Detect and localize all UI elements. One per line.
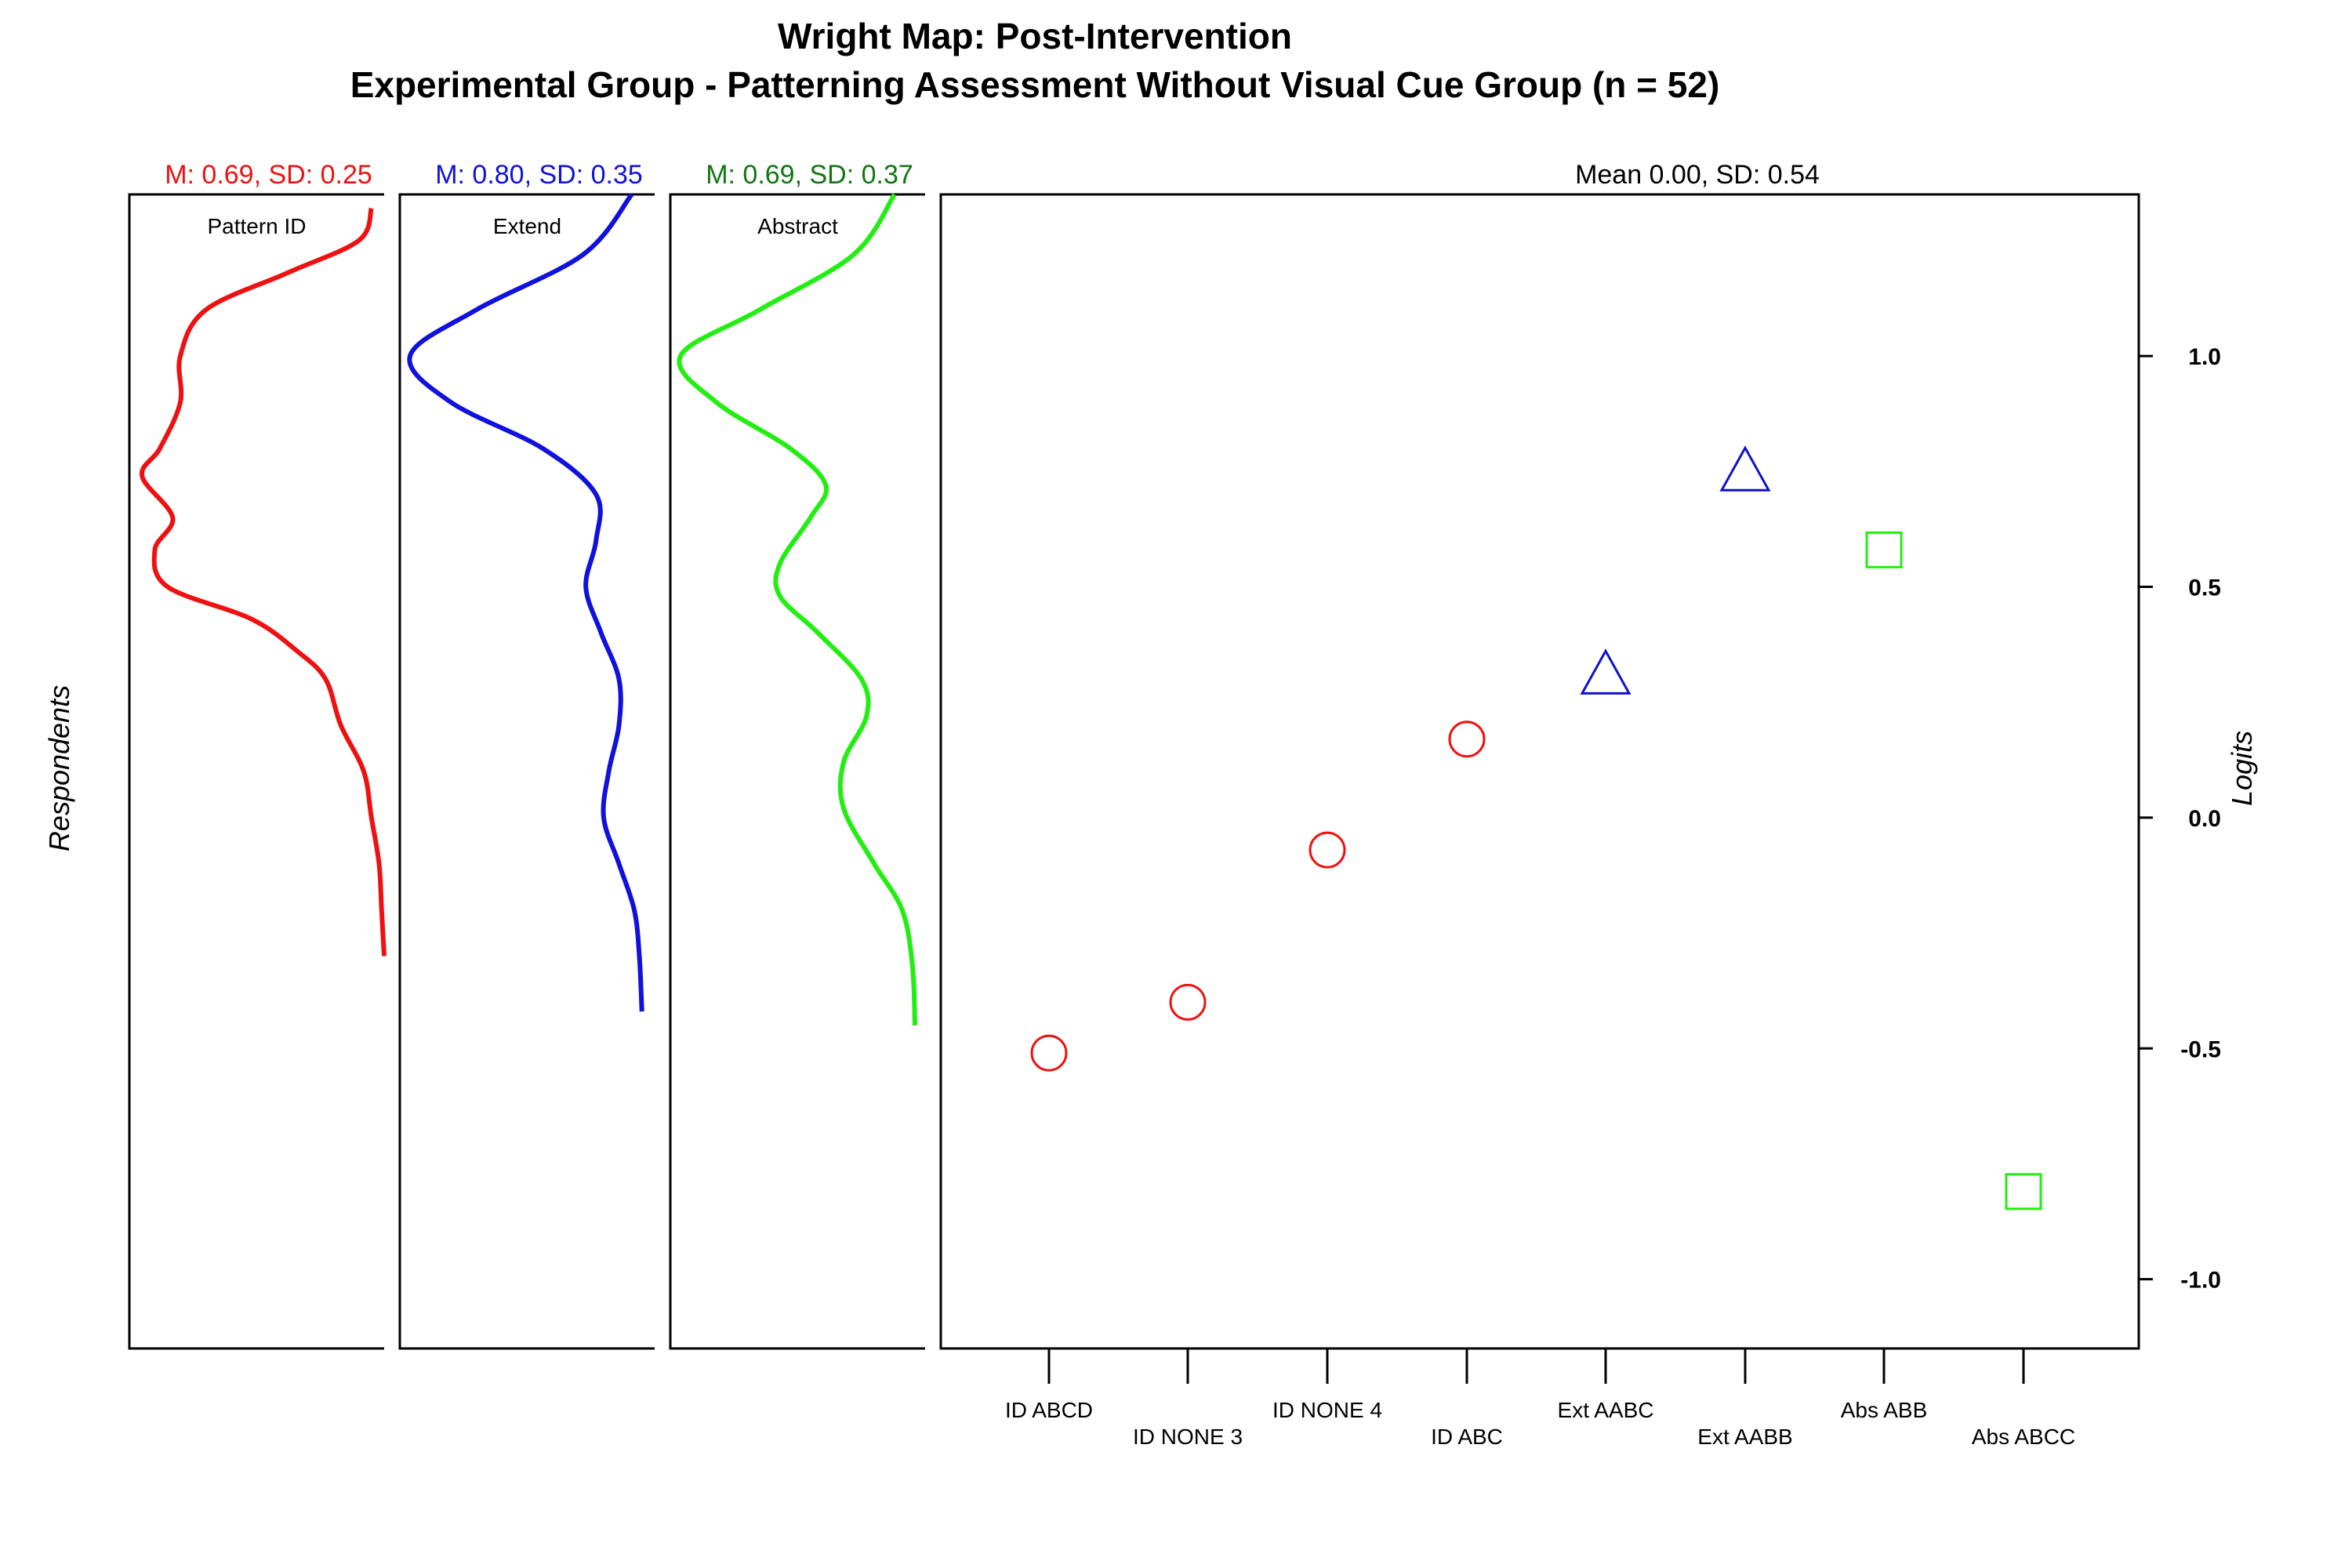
density-panel-abstract: Abstract M: 0.69, SD: 0.37 bbox=[669, 160, 925, 1350]
item-marker-ext-aabb bbox=[1719, 445, 1771, 492]
density-panel-label: Extend bbox=[493, 214, 561, 238]
logits-axis-label: Logits bbox=[2226, 731, 2258, 806]
item-label-id-abcd: ID ABCD bbox=[1005, 1398, 1093, 1422]
density-curve-extend bbox=[407, 193, 644, 1012]
item-marker-id-abc bbox=[1448, 720, 1486, 758]
item-label-id-none-4: ID NONE 4 bbox=[1272, 1398, 1382, 1422]
density-panel-stats: M: 0.69, SD: 0.25 bbox=[165, 160, 372, 190]
item-label-id-none-3: ID NONE 3 bbox=[1133, 1425, 1243, 1449]
logit-tick-label: 0.5 bbox=[2188, 575, 2221, 601]
item-marker-abs-abcc bbox=[2005, 1173, 2042, 1210]
item-label-id-abc: ID ABC bbox=[1431, 1425, 1503, 1449]
item-markers: ID ABCD ID NONE 3 ID NONE 4 ID ABC Ext AABC E… bbox=[1005, 445, 2075, 1449]
density-panel-frame bbox=[398, 193, 655, 1350]
density-curve-abstract bbox=[677, 193, 917, 1025]
item-summary-stats: Mean 0.00, SD: 0.54 bbox=[1575, 160, 1820, 190]
item-label-ext-aabc: Ext AABC bbox=[1558, 1398, 1654, 1422]
density-panel-stats: M: 0.80, SD: 0.35 bbox=[435, 160, 643, 190]
density-panel-frame bbox=[669, 193, 925, 1350]
item-label-abs-abb: Abs ABB bbox=[1841, 1398, 1928, 1422]
density-panel-frame bbox=[128, 193, 384, 1350]
density-panel-stats: M: 0.69, SD: 0.37 bbox=[706, 160, 913, 190]
logit-tick-label: -1.0 bbox=[2180, 1268, 2221, 1294]
density-panel-pattern-id: Pattern ID M: 0.69, SD: 0.25 bbox=[128, 160, 387, 1350]
logit-tick-label: 1.0 bbox=[2188, 344, 2221, 370]
item-map-panel: 1.0 0.5 0.0 -0.5 -1.0 ID ABCD ID NONE 3 ID NONE… bbox=[939, 193, 2221, 1449]
logit-tick-label: 0.0 bbox=[2188, 806, 2221, 832]
density-panel-label: Pattern ID bbox=[207, 214, 306, 238]
item-label-abs-abcc: Abs ABCC bbox=[1972, 1425, 2075, 1449]
density-panel-extend: Extend M: 0.80, SD: 0.35 bbox=[398, 160, 655, 1350]
density-panel-label: Abstract bbox=[757, 214, 838, 238]
item-marker-ext-aabc bbox=[1580, 648, 1632, 695]
item-map-frame bbox=[939, 193, 2140, 1350]
item-marker-id-abcd bbox=[1030, 1034, 1068, 1072]
item-marker-abs-abb bbox=[1865, 531, 1903, 568]
logit-tick-label: -0.5 bbox=[2180, 1036, 2221, 1062]
chart-subtitle: Experimental Group - Patterning Assessme… bbox=[350, 64, 1720, 105]
item-marker-id-none-3 bbox=[1169, 983, 1207, 1021]
logit-axis: 1.0 0.5 0.0 -0.5 -1.0 bbox=[2139, 344, 2221, 1294]
respondents-axis-label: Respondents bbox=[43, 685, 75, 851]
density-panels: Pattern ID M: 0.69, SD: 0.25 Extend M: 0.80… bbox=[128, 160, 925, 1350]
item-label-ext-aabb: Ext AABB bbox=[1697, 1425, 1792, 1449]
density-curve-pattern-id bbox=[140, 207, 387, 956]
chart-title: Wright Map: Post-Intervention bbox=[778, 16, 1292, 56]
item-marker-id-none-4 bbox=[1308, 831, 1346, 869]
